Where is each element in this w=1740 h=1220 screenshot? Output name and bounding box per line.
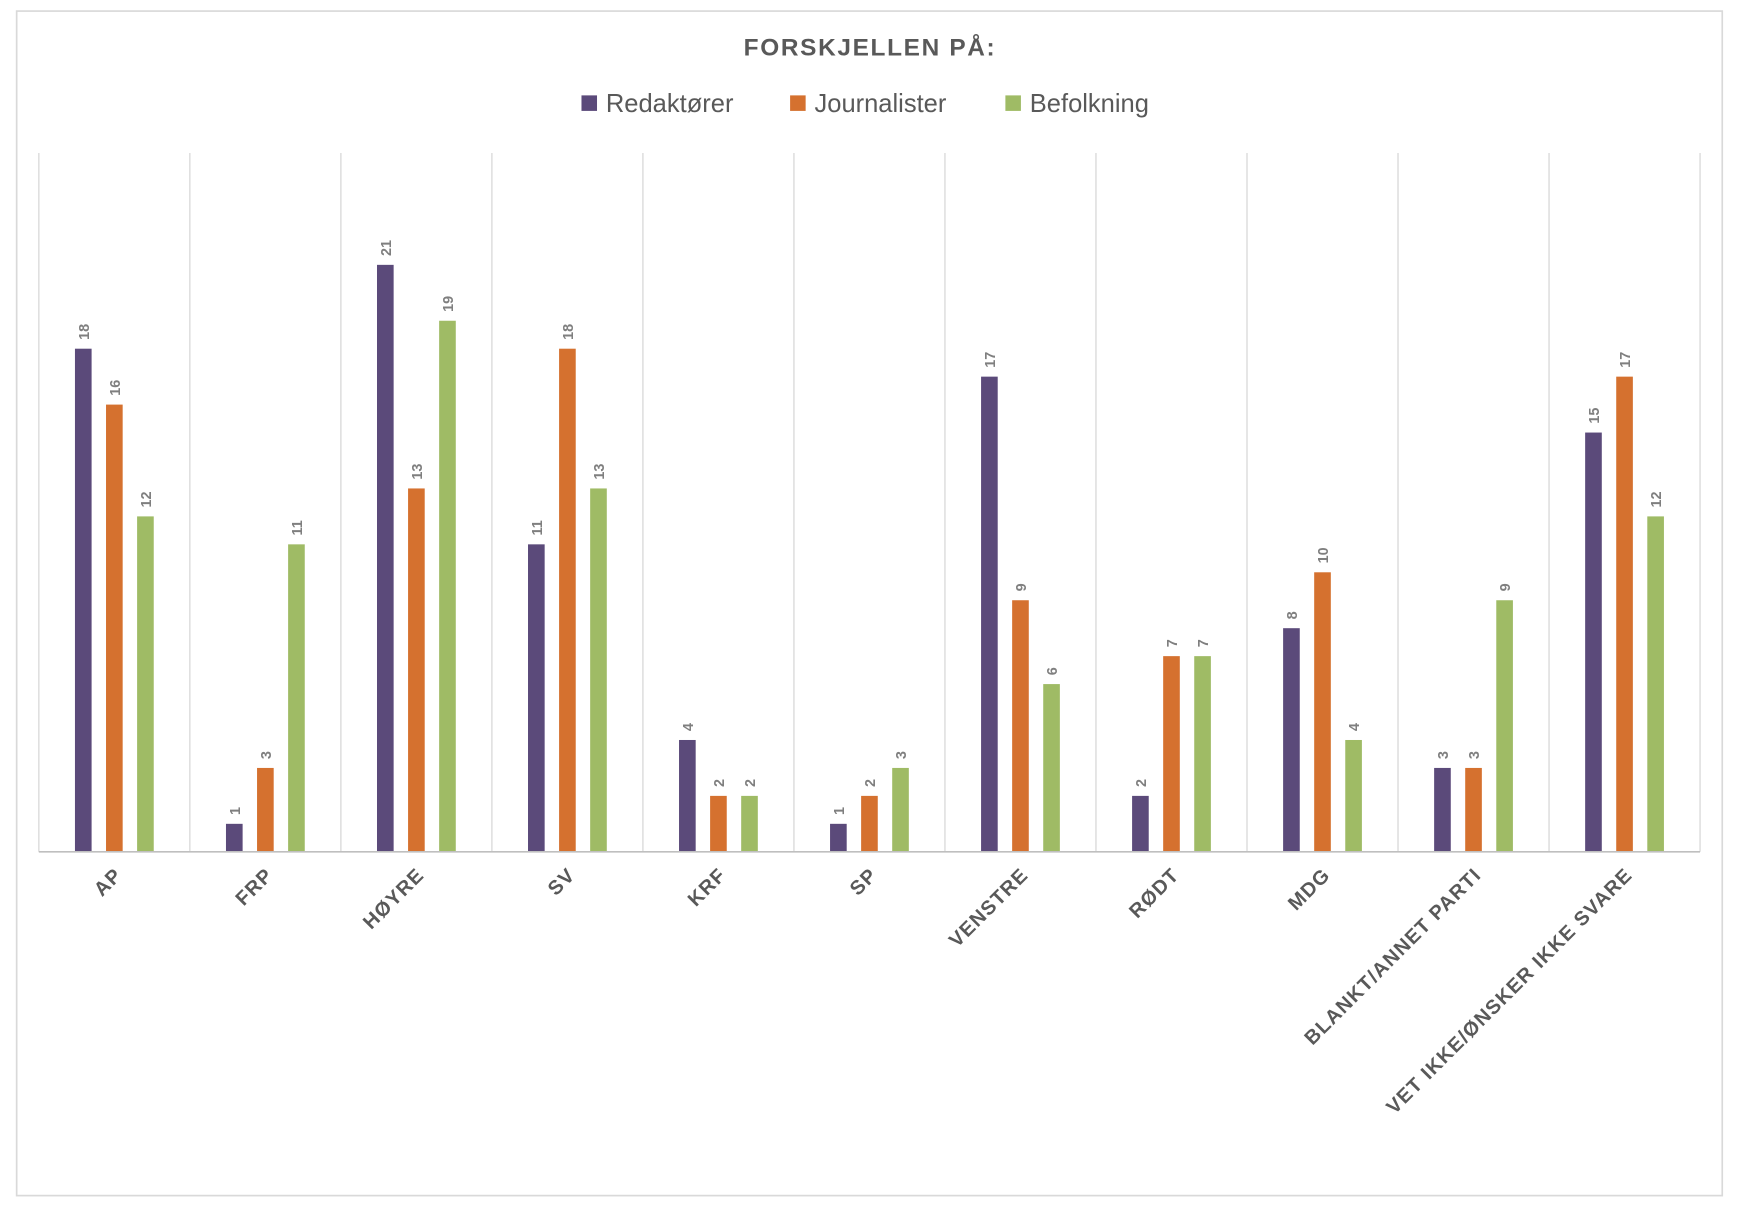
data-label: 18 — [77, 324, 93, 340]
data-label: 3 — [1436, 751, 1452, 759]
data-label: 18 — [561, 324, 577, 340]
bar — [1585, 432, 1602, 852]
data-label: 11 — [290, 520, 306, 535]
bars — [74, 264, 1664, 852]
bar — [1314, 572, 1331, 852]
bar — [1496, 600, 1513, 852]
bar — [679, 739, 696, 852]
data-label: 2 — [1134, 779, 1150, 787]
data-label: 21 — [379, 240, 395, 256]
legend-label: Befolkning — [1030, 90, 1149, 118]
data-label: 12 — [139, 491, 155, 507]
bar — [710, 795, 727, 852]
data-label: 2 — [863, 779, 879, 787]
bar — [225, 823, 243, 852]
data-label: 3 — [259, 751, 275, 759]
data-label: 4 — [1347, 723, 1363, 731]
data-label: 17 — [1618, 352, 1634, 368]
bar — [1132, 795, 1149, 852]
bar — [1465, 767, 1482, 852]
bar — [376, 264, 394, 852]
bar — [830, 823, 847, 852]
data-label: 15 — [1587, 408, 1603, 424]
legend-item: Redaktører — [581, 90, 734, 118]
bar — [741, 795, 758, 852]
bar — [590, 488, 607, 852]
data-label: 8 — [1285, 611, 1301, 619]
data-label: 2 — [743, 779, 759, 787]
bar — [1283, 628, 1300, 852]
legend-swatch — [581, 95, 598, 111]
legend: Redaktører Journalister Befolkning — [581, 90, 1149, 118]
legend-label: Redaktører — [606, 90, 734, 118]
data-label: 12 — [1649, 491, 1665, 507]
data-label: 3 — [1467, 751, 1483, 759]
bar — [137, 516, 154, 852]
bar — [892, 767, 909, 852]
data-label: 7 — [1165, 639, 1181, 647]
bar — [559, 348, 576, 852]
bar — [1012, 600, 1029, 852]
bar — [528, 544, 545, 852]
data-label: 1 — [832, 807, 848, 815]
bar — [1647, 516, 1664, 852]
data-label: 3 — [894, 751, 910, 759]
data-label: 7 — [1196, 639, 1212, 647]
legend-swatch — [1005, 95, 1021, 111]
chart-title: FORSKJELLEN PÅ: — [744, 33, 997, 61]
bar — [106, 404, 123, 852]
legend-label: Journalister — [815, 90, 947, 118]
data-label: 1 — [228, 807, 244, 815]
bar — [1194, 656, 1211, 852]
bar — [1345, 739, 1362, 852]
data-label: 4 — [681, 723, 697, 731]
data-label: 2 — [712, 779, 728, 787]
gridlines — [38, 153, 1701, 852]
data-label: 11 — [530, 520, 546, 535]
bar — [408, 488, 425, 852]
legend-item: Befolkning — [1005, 90, 1149, 118]
data-label: 17 — [983, 352, 999, 368]
legend-swatch — [790, 95, 806, 111]
bar — [288, 544, 305, 852]
data-label: 13 — [410, 464, 426, 480]
bar — [439, 320, 456, 852]
data-label: 13 — [592, 464, 608, 480]
data-label: 9 — [1498, 583, 1514, 591]
bar — [1163, 656, 1180, 852]
data-label: 19 — [441, 296, 457, 312]
bar — [861, 795, 878, 852]
data-label: 6 — [1045, 667, 1061, 675]
bar — [981, 376, 998, 852]
legend-item: Journalister — [790, 90, 947, 118]
bar — [257, 767, 274, 852]
bar — [1616, 376, 1633, 852]
bar — [1043, 684, 1060, 852]
data-label: 10 — [1316, 547, 1332, 563]
bar — [74, 348, 92, 852]
bar — [1434, 767, 1451, 852]
data-label: 16 — [108, 380, 124, 396]
data-label: 9 — [1014, 583, 1030, 591]
